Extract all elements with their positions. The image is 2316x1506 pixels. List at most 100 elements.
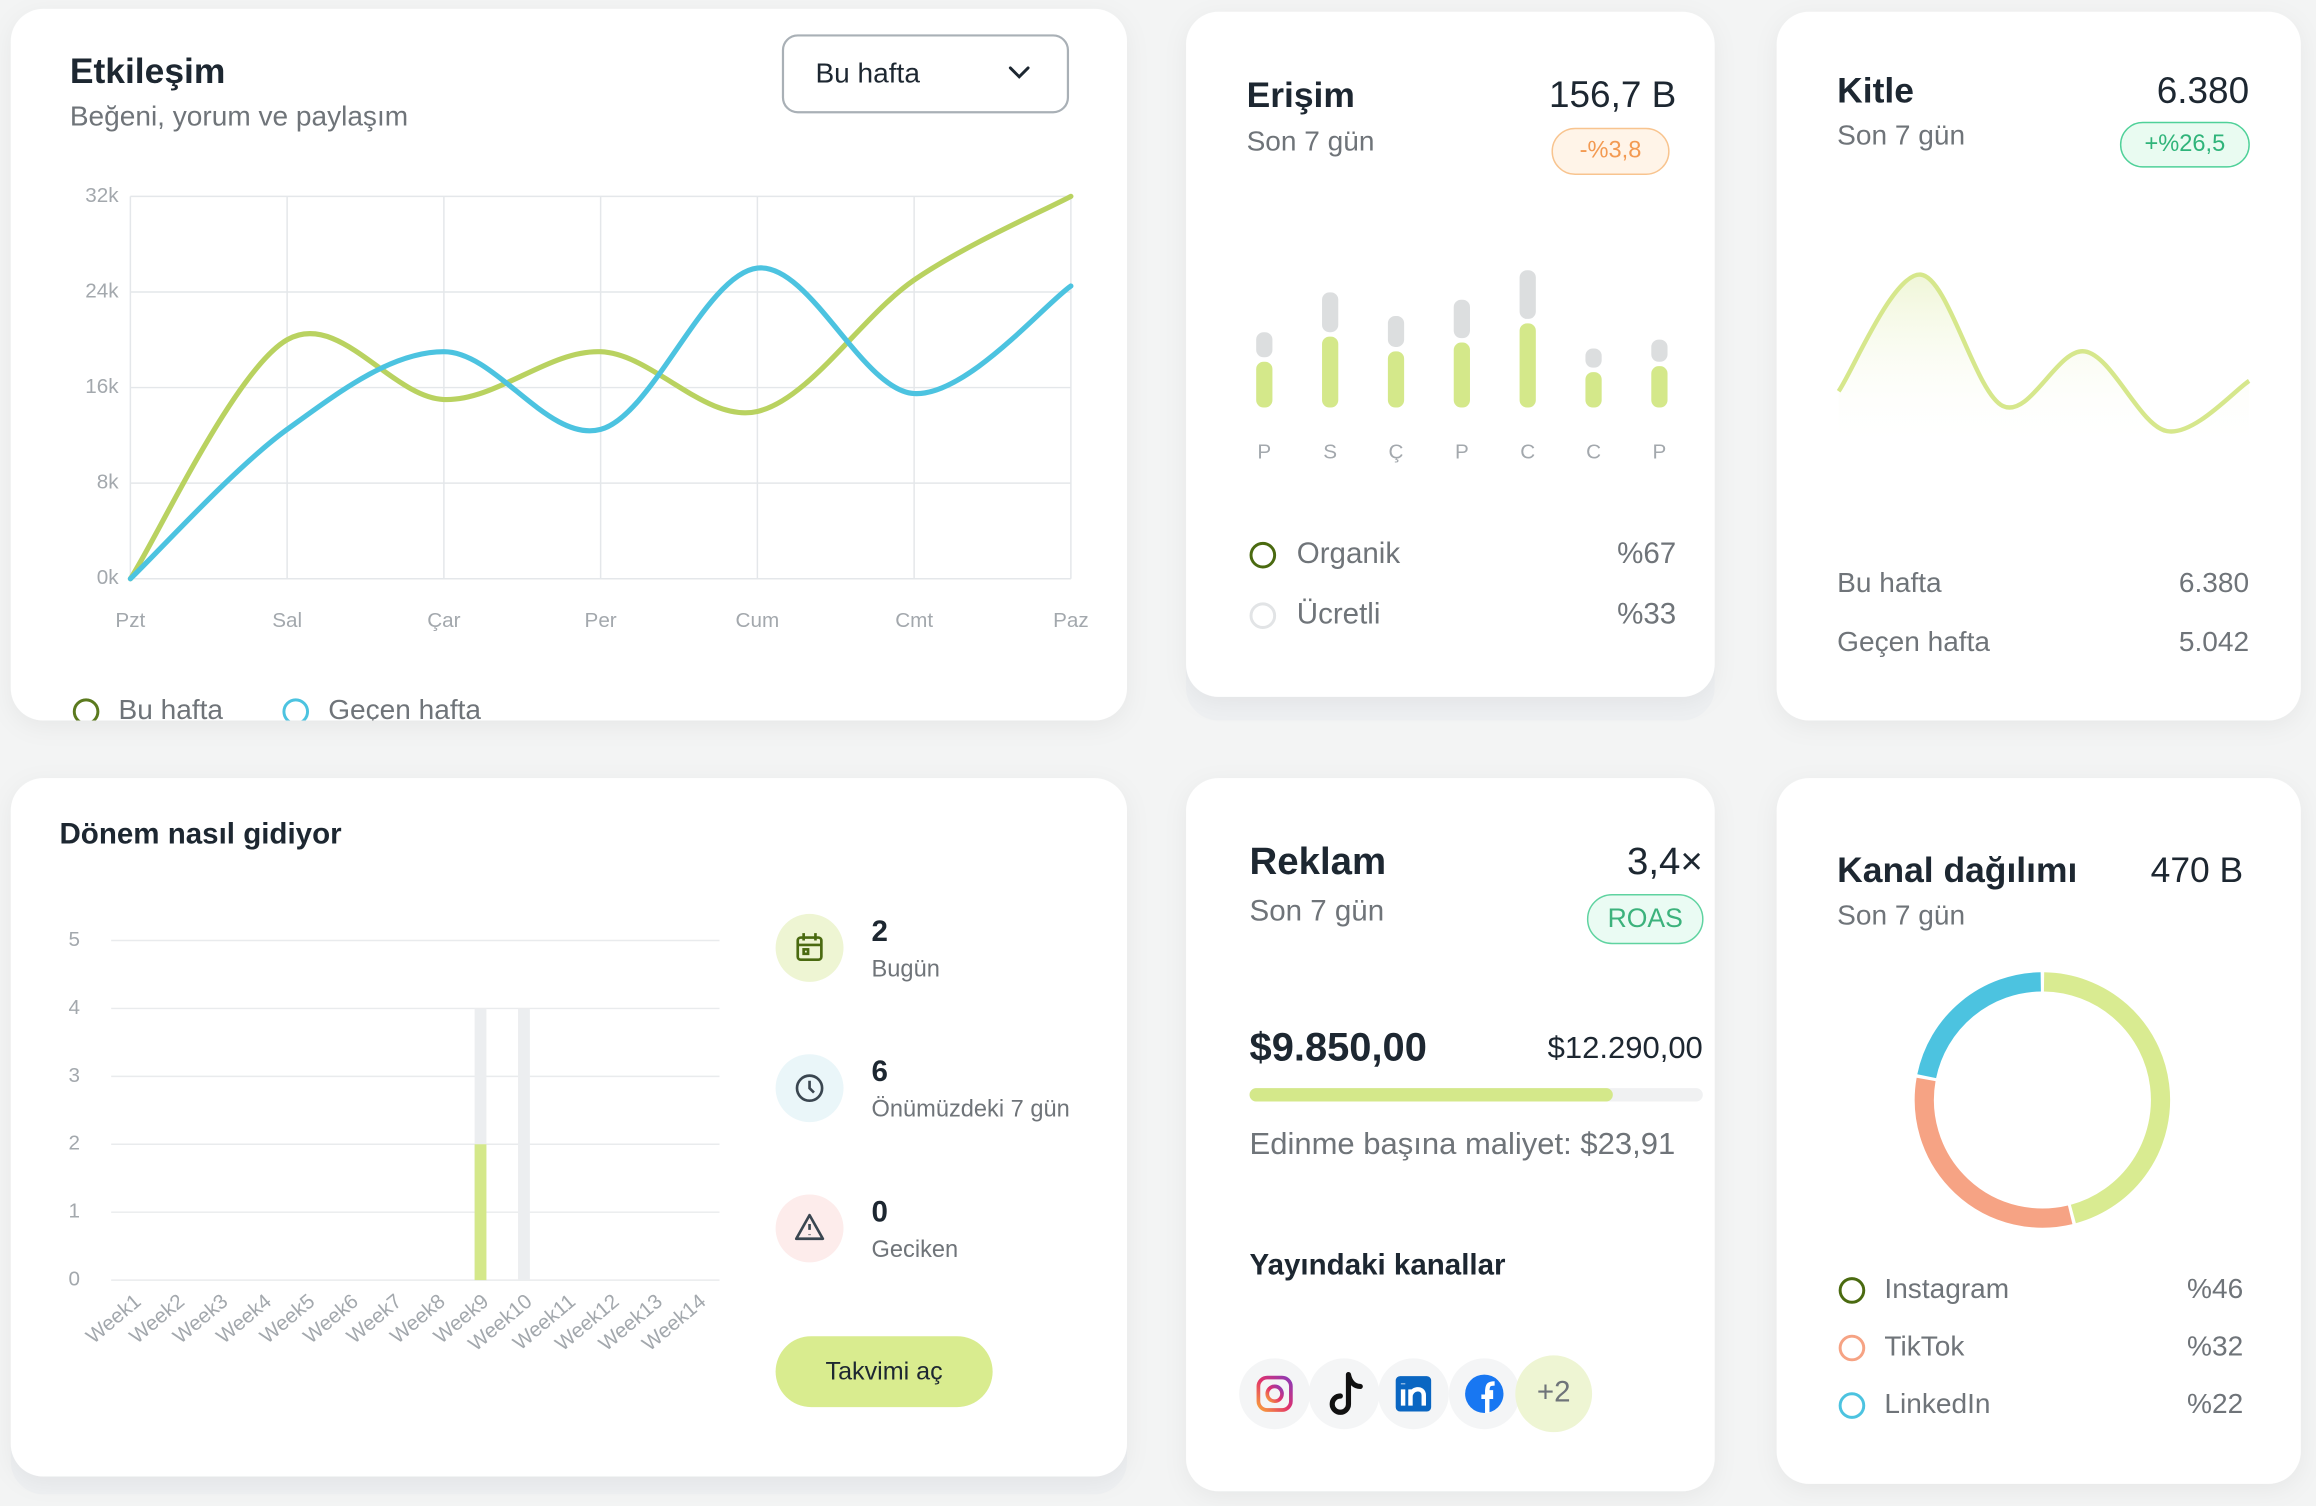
legend-label: LinkedIn	[1884, 1388, 1990, 1419]
card-title: Reklam	[1250, 840, 1387, 883]
chevron-icon[interactable]	[1008, 66, 1030, 79]
instagram-icon[interactable]	[1265, 1384, 1284, 1404]
card-subtitle: Beğeni, yorum ve paylaşım	[70, 101, 408, 132]
dropdown[interactable]	[781, 34, 1070, 114]
x-tick-label: P	[1455, 441, 1469, 464]
bar	[1519, 270, 1536, 319]
y-tick-label: 0k	[97, 566, 119, 589]
card-subtitle: Son 7 gün	[1837, 899, 1965, 930]
change-badge	[2119, 121, 2250, 168]
bar	[1651, 339, 1668, 362]
x-tick-label: C	[1520, 441, 1535, 464]
legend-marker	[1838, 1392, 1866, 1419]
row-value: 6.380	[2179, 567, 2249, 598]
row-value: 5.042	[2179, 626, 2249, 657]
value-label: %32	[2187, 1330, 2243, 1361]
instagram-icon-bg[interactable]	[1239, 1358, 1311, 1430]
clock-icon	[795, 1074, 824, 1103]
legend-share: %67	[1617, 537, 1676, 570]
legend-label: TikTok	[1884, 1330, 1965, 1361]
dropdown-label[interactable]: Bu hafta	[815, 58, 920, 89]
icon-bg	[775, 913, 844, 982]
x-tick-label: C	[1586, 441, 1601, 464]
bar	[1387, 351, 1405, 408]
bar	[1651, 366, 1668, 408]
section-title: Yayındaki kanallar	[1250, 1249, 1506, 1282]
change-badge	[1551, 127, 1670, 175]
card-subtitle: Son 7 gün	[1250, 894, 1385, 927]
progress-value: $9.850,00	[1250, 1025, 1427, 1069]
x-tick-label: Cmt	[895, 609, 933, 632]
calendar-button[interactable]	[775, 1336, 993, 1408]
legend-marker	[282, 698, 310, 721]
x-tick-label: Per	[585, 609, 617, 632]
tiktok-icon-bg[interactable]	[1308, 1358, 1380, 1430]
engagement-card: Etkileşim Beğeni, yorum ve paylaşım Bu h…	[70, 34, 1089, 721]
y-tick-label: 3	[69, 1064, 81, 1087]
instagram-icon[interactable]	[1256, 1375, 1293, 1412]
bar	[518, 1008, 530, 1281]
line	[1836, 272, 2251, 434]
stat-label: Geciken	[872, 1237, 959, 1263]
y-tick-label: 2	[69, 1132, 81, 1155]
bar	[474, 1144, 487, 1281]
tiktok-icon[interactable]	[1329, 1372, 1363, 1415]
x-tick-label: Sal	[272, 609, 302, 632]
legend-marker	[1249, 541, 1277, 569]
bar	[1387, 315, 1405, 347]
legend-marker	[72, 698, 100, 721]
x-tick-label: Paz	[1053, 609, 1089, 632]
bar	[1256, 332, 1273, 358]
legend-label: Organik	[1297, 537, 1401, 570]
card-subtitle: Son 7 gün	[1247, 126, 1375, 157]
card-title: Dönem nasıl gidiyor	[60, 817, 343, 850]
value-label: %46	[2187, 1273, 2243, 1304]
bar	[1585, 348, 1602, 368]
x-tick-label: P	[1257, 441, 1271, 464]
y-tick-label: 16k	[85, 375, 119, 398]
card	[1776, 778, 2301, 1484]
donut-segment	[1917, 972, 2042, 1079]
y-tick-label: 32k	[85, 184, 119, 207]
card-title: Erişim	[1247, 75, 1355, 115]
change-label: -%3,8	[1580, 138, 1642, 164]
legend-label: Ücretli	[1297, 597, 1381, 630]
more-channels[interactable]: +2	[1537, 1376, 1571, 1409]
bar	[1453, 299, 1470, 339]
legend-label: Instagram	[1884, 1273, 2009, 1304]
y-tick-label: 4	[69, 996, 81, 1019]
y-tick-label: 8k	[97, 471, 119, 494]
progress-fill	[1249, 1088, 1613, 1102]
more-channels-bg[interactable]	[1515, 1355, 1593, 1433]
card-title: Kitle	[1837, 70, 1914, 110]
roas-badge-label: ROAS	[1608, 903, 1683, 933]
facebook-icon[interactable]	[1465, 1374, 1504, 1413]
calendar-button-label[interactable]: Takvimi aç	[826, 1358, 943, 1386]
roas-badge	[1586, 894, 1704, 945]
audience-card: Kitle 6.380 Son 7 gün +%26,5 Bu hafta 6.…	[1836, 70, 2251, 657]
card	[1186, 11, 1715, 697]
x-tick-label: Çar	[427, 609, 460, 632]
legend-share: %33	[1617, 597, 1676, 630]
y-tick-label: 5	[69, 928, 81, 951]
calendar-icon	[796, 933, 823, 962]
linkedin-icon[interactable]	[1400, 1383, 1426, 1406]
x-tick-label: Ç	[1389, 441, 1404, 464]
stat-value: 6	[872, 1055, 888, 1088]
donut-segment	[1914, 1077, 2073, 1228]
ads-card: Reklam 3,4× Son 7 gün ROAS Edinme başına…	[1239, 840, 1704, 1433]
card	[10, 778, 1127, 1477]
donut-segment	[2043, 972, 2171, 1224]
facebook-icon[interactable]	[1481, 1381, 1495, 1413]
warning-icon	[794, 1213, 825, 1241]
bar	[1453, 342, 1470, 408]
progress-max: $12.290,00	[1548, 1030, 1703, 1065]
change-label: +%26,5	[2145, 131, 2226, 157]
legend-marker	[1838, 1334, 1866, 1362]
bar	[1585, 372, 1602, 408]
card-total: 470 B	[2151, 850, 2244, 890]
bar	[1322, 336, 1339, 408]
card-total: 6.380	[2157, 70, 2249, 111]
